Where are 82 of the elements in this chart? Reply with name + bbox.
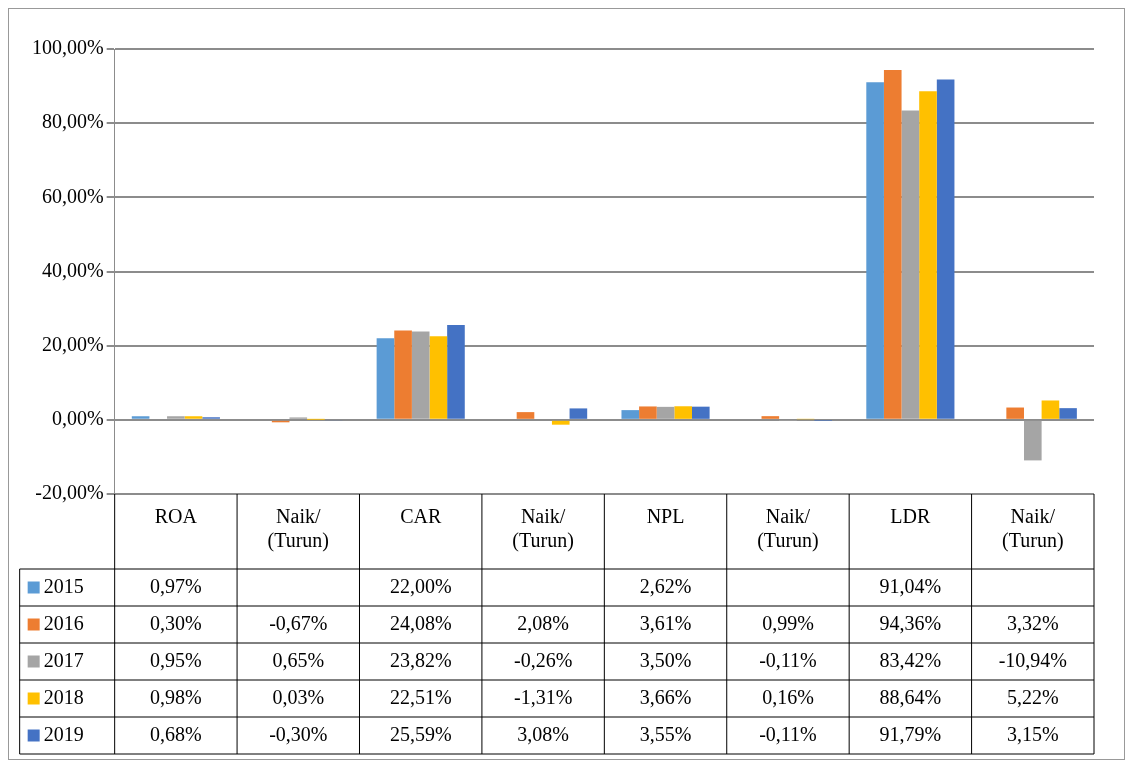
x-tick-label: NPL — [646, 505, 685, 528]
bar — [866, 82, 884, 419]
data-label: 83,42% — [879, 648, 942, 671]
bar — [936, 79, 955, 419]
y-tick-label: 0,00% — [51, 407, 104, 430]
bar — [919, 91, 937, 419]
legend-label: 2015 — [43, 574, 84, 597]
data-label: -0,30% — [269, 722, 328, 745]
x-tick-label: ROA — [154, 505, 198, 528]
data-label: 0,97% — [150, 574, 202, 597]
x-tick-label: Naik/ (Turun) — [512, 505, 574, 553]
data-label: 24,08% — [389, 611, 452, 634]
bar — [447, 324, 465, 419]
y-tick-label: 60,00% — [41, 184, 104, 207]
data-label: 3,08% — [517, 722, 569, 745]
data-label: 2,62% — [639, 574, 692, 597]
data-label: 25,59% — [389, 722, 452, 745]
data-label: 0,95% — [150, 648, 202, 671]
bar — [691, 406, 710, 419]
data-label: 0,16% — [762, 685, 814, 708]
data-label: 91,04% — [879, 574, 942, 597]
bar — [1059, 408, 1077, 419]
data-label: -1,31% — [513, 685, 573, 708]
y-tick-label: 20,00% — [41, 332, 104, 355]
x-tick-label: Naik/ (Turun) — [267, 505, 330, 553]
data-label: -0,11% — [759, 648, 817, 671]
data-label: -0,11% — [759, 722, 817, 745]
data-label: 94,36% — [879, 611, 942, 634]
x-tick-label: LDR — [890, 505, 932, 528]
bar — [516, 412, 535, 419]
data-label: 3,66% — [639, 685, 692, 708]
data-label: 0,03% — [272, 685, 325, 708]
data-label: 23,82% — [389, 648, 452, 671]
bar — [883, 69, 902, 419]
data-label: 3,50% — [639, 648, 692, 671]
data-label: 0,30% — [150, 611, 202, 634]
data-label: -0,26% — [513, 648, 573, 671]
bar — [639, 406, 657, 419]
bar — [411, 331, 430, 419]
bar — [394, 330, 412, 419]
x-tick-label: CAR — [400, 505, 442, 528]
x-tick-label: Naik/ (Turun) — [1002, 505, 1064, 553]
data-label: 0,65% — [272, 648, 325, 671]
data-label: 0,68% — [150, 722, 202, 745]
y-tick-label: 40,00% — [41, 258, 104, 281]
bar — [1041, 400, 1060, 419]
bar — [1006, 407, 1024, 419]
legend-label: 2019 — [43, 722, 84, 745]
bar — [674, 406, 692, 419]
data-label: 0,98% — [150, 685, 202, 708]
bar — [1023, 420, 1042, 461]
bar — [551, 420, 570, 425]
bar — [656, 406, 675, 419]
data-label: 0,99% — [762, 611, 814, 634]
bar — [131, 416, 150, 419]
data-label: -10,94% — [998, 648, 1067, 671]
x-tick-label: Naik/ (Turun) — [757, 505, 819, 553]
data-label: 22,51% — [389, 685, 452, 708]
data-label: 3,32% — [1006, 611, 1059, 634]
legend-label: 2017 — [43, 648, 84, 671]
y-tick-label: 80,00% — [41, 110, 104, 133]
data-label: 5,22% — [1006, 685, 1059, 708]
bar — [376, 338, 395, 419]
y-tick-label: 100,00% — [31, 36, 104, 59]
data-label: 22,00% — [389, 574, 452, 597]
bar — [569, 408, 588, 419]
data-label: -0,67% — [269, 611, 328, 634]
y-tick-label: -20,00% — [35, 481, 104, 504]
data-label: 91,79% — [879, 722, 942, 745]
legend-label: 2018 — [43, 685, 84, 708]
legend-label: 2016 — [43, 611, 84, 634]
bar — [621, 410, 640, 419]
bar — [901, 110, 920, 419]
data-label: 2,08% — [517, 611, 569, 634]
bar — [761, 416, 780, 419]
bar — [429, 336, 448, 419]
data-label: 3,15% — [1006, 722, 1059, 745]
data-label: 3,61% — [639, 611, 692, 634]
data-label: 3,55% — [639, 722, 692, 745]
bar — [184, 416, 203, 419]
bar — [167, 416, 185, 419]
data-label: 88,64% — [879, 685, 942, 708]
